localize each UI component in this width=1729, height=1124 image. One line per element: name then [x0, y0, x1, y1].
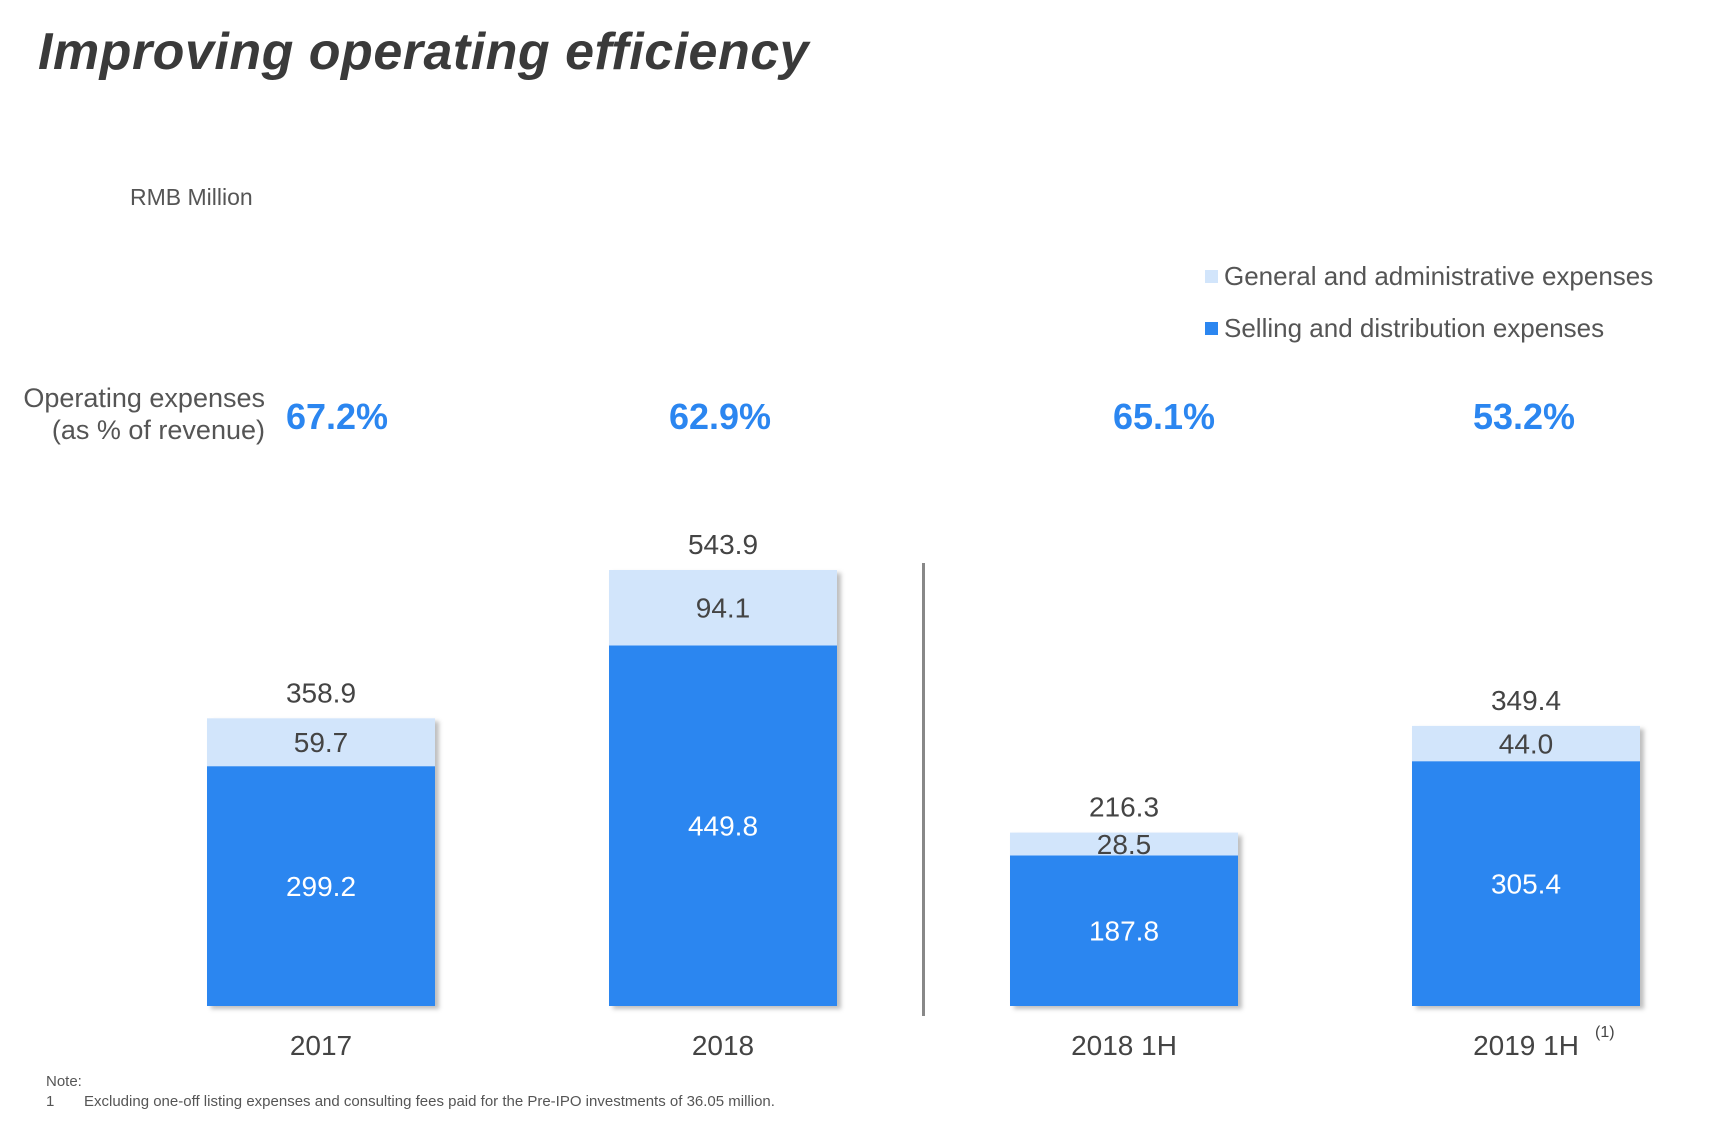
data-label-selling: 299.2 — [286, 871, 356, 902]
pct-value: 67.2% — [285, 396, 389, 437]
footnote-text: Excluding one-off listing expenses and c… — [84, 1093, 775, 1110]
chart-legend: General and administrative expenses Sell… — [1205, 250, 1653, 354]
category-label: 2018 1H — [1071, 1030, 1177, 1061]
total-label: 358.9 — [286, 677, 356, 708]
category-label: 2018 — [692, 1030, 754, 1061]
category-label: 2019 1H — [1473, 1030, 1579, 1061]
bar-segment-general — [609, 570, 837, 646]
bar-segment-selling — [609, 645, 837, 1006]
data-label-selling: 187.8 — [1089, 916, 1159, 947]
pct-row-label: Operating expenses (as % of revenue) — [0, 382, 265, 446]
data-label-selling: 449.8 — [688, 811, 758, 842]
bar-segment-general — [1010, 832, 1238, 856]
footnote-heading: Note: — [46, 1073, 82, 1090]
legend-label-ga: General and administrative expenses — [1224, 260, 1654, 291]
pct-row-label-line1: Operating expenses — [23, 383, 265, 413]
footnote-number: 1 — [46, 1093, 55, 1110]
data-label-general: 59.7 — [294, 727, 349, 758]
legend-item-ga: General and administrative expenses — [1205, 250, 1653, 302]
data-label-general: 94.1 — [696, 593, 751, 624]
page-title: Improving operating efficiency — [38, 23, 810, 81]
bar-segment-general — [1412, 725, 1640, 762]
footnote: Note: 1 Excluding one-off listing expens… — [46, 1072, 775, 1112]
pct-row-label-line2: (as % of revenue) — [51, 415, 265, 445]
total-label: 216.3 — [1089, 792, 1159, 823]
pct-value: 62.9% — [668, 396, 772, 437]
bar-segment-selling — [207, 766, 435, 1006]
legend-item-sd: Selling and distribution expenses — [1205, 302, 1653, 354]
legend-swatch-ga — [1205, 269, 1218, 283]
category-label: 2017 — [290, 1030, 352, 1061]
pct-value: 53.2% — [1472, 396, 1576, 437]
category-superscript: (1) — [1595, 1024, 1615, 1041]
legend-label-sd: Selling and distribution expenses — [1224, 312, 1605, 343]
total-label: 349.4 — [1491, 685, 1561, 716]
total-label: 543.9 — [688, 529, 758, 560]
data-label-selling: 305.4 — [1491, 869, 1561, 900]
bar-segment-selling — [1412, 761, 1640, 1006]
bar-segment-general — [207, 718, 435, 767]
pct-value: 65.1% — [1112, 396, 1216, 437]
data-label-general: 44.0 — [1499, 729, 1554, 760]
unit-label: RMB Million — [130, 184, 253, 210]
data-label-general: 28.5 — [1097, 829, 1152, 860]
bar-segment-selling — [1010, 855, 1238, 1006]
legend-swatch-sd — [1205, 321, 1218, 335]
footnote-item: 1 Excluding one-off listing expenses and… — [46, 1092, 775, 1112]
